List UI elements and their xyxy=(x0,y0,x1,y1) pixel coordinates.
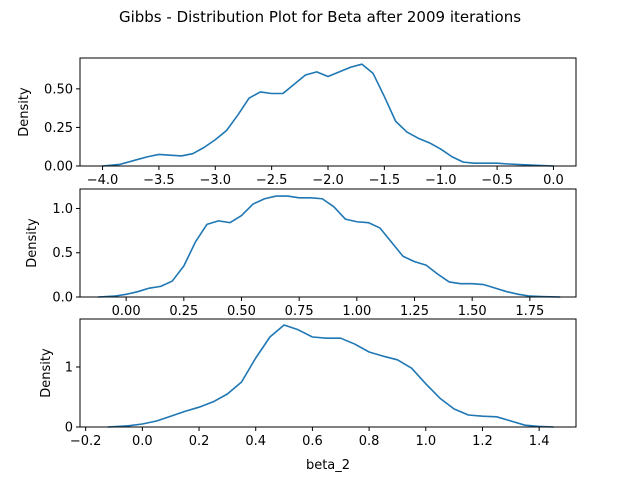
y-tick-label-1-1: 0.00 xyxy=(44,160,73,175)
axes-frame-3 xyxy=(79,318,577,428)
density-curve-2-1 xyxy=(97,195,561,298)
y-axis-label-3: Density xyxy=(39,348,54,398)
y-tick-label-3-2: 1 xyxy=(65,361,73,376)
x-tick-label-1-1: −4.0 xyxy=(87,173,119,188)
x-tick-label-2-4: 0.75 xyxy=(285,304,314,319)
x-tick-label-2-7: 1.50 xyxy=(458,304,487,319)
density-curve-1-1 xyxy=(101,63,555,167)
y-tick-label-2-2: 0.5 xyxy=(52,246,73,261)
x-tick-label-2-8: 1.75 xyxy=(515,304,544,319)
x-tick-label-1-5: −2.0 xyxy=(312,173,344,188)
x-tick-label-3-8: 1.2 xyxy=(472,434,493,449)
axes-frame-1 xyxy=(79,57,577,167)
x-tick-label-1-8: −0.5 xyxy=(481,173,513,188)
subplot-3: −0.2 0.0 0.2 0.4 0.6 0.8 1.0 1.2 1.4 0 1 Density bet… xyxy=(39,318,577,473)
y-axis-label-1: Density xyxy=(17,87,32,137)
x-tick-label-1-4: −2.5 xyxy=(256,173,288,188)
y-tick-label-2-3: 1.0 xyxy=(52,202,73,217)
subplot-1: −4.0 −3.5 −3.0 −2.5 −2.0 −1.5 −1.0 −0.5 0.0 0.00 0… xyxy=(17,57,577,188)
y-tick-label-2-1: 0.0 xyxy=(52,291,73,306)
x-tick-label-2-2: 0.25 xyxy=(169,304,198,319)
x-tick-label-2-1: 0.00 xyxy=(112,304,141,319)
x-tick-label-3-6: 0.8 xyxy=(359,434,380,449)
x-tick-label-3-2: 0.0 xyxy=(132,434,153,449)
x-tick-label-3-1: −0.2 xyxy=(70,434,102,449)
x-tick-label-1-2: −3.5 xyxy=(143,173,175,188)
y-tick-label-1-2: 0.25 xyxy=(44,121,73,136)
figure-title: Gibbs - Distribution Plot for Beta after… xyxy=(119,8,521,26)
axes-frame-2 xyxy=(79,188,577,298)
x-tick-label-1-6: −1.5 xyxy=(369,173,401,188)
x-tick-label-3-7: 1.0 xyxy=(415,434,436,449)
y-tick-label-1-3: 0.50 xyxy=(44,82,73,97)
x-tick-label-3-3: 0.2 xyxy=(189,434,210,449)
x-tick-label-2-6: 1.25 xyxy=(400,304,429,319)
density-curve-3-1 xyxy=(107,324,555,428)
x-tick-label-1-7: −1.0 xyxy=(425,173,457,188)
x-tick-label-1-3: −3.0 xyxy=(199,173,231,188)
x-tick-label-1-9: 0.0 xyxy=(543,173,564,188)
x-tick-label-2-3: 0.50 xyxy=(227,304,256,319)
x-axis-label-3: beta_2 xyxy=(306,458,350,473)
x-tick-label-3-9: 1.4 xyxy=(529,434,550,449)
subplot-panels: −4.0 −3.5 −3.0 −2.5 −2.0 −1.5 −1.0 −0.5 0.00.000… xyxy=(17,57,577,473)
y-axis-label-2: Density xyxy=(25,218,40,268)
y-tick-label-3-1: 0 xyxy=(65,421,73,436)
x-tick-label-3-5: 0.6 xyxy=(302,434,323,449)
subplot-2: 0.00 0.25 0.50 0.75 1.00 1.25 1.50 1.75 0.0 0.5 1.… xyxy=(25,188,577,319)
x-tick-label-2-5: 1.00 xyxy=(342,304,371,319)
x-tick-label-3-4: 0.4 xyxy=(245,434,266,449)
